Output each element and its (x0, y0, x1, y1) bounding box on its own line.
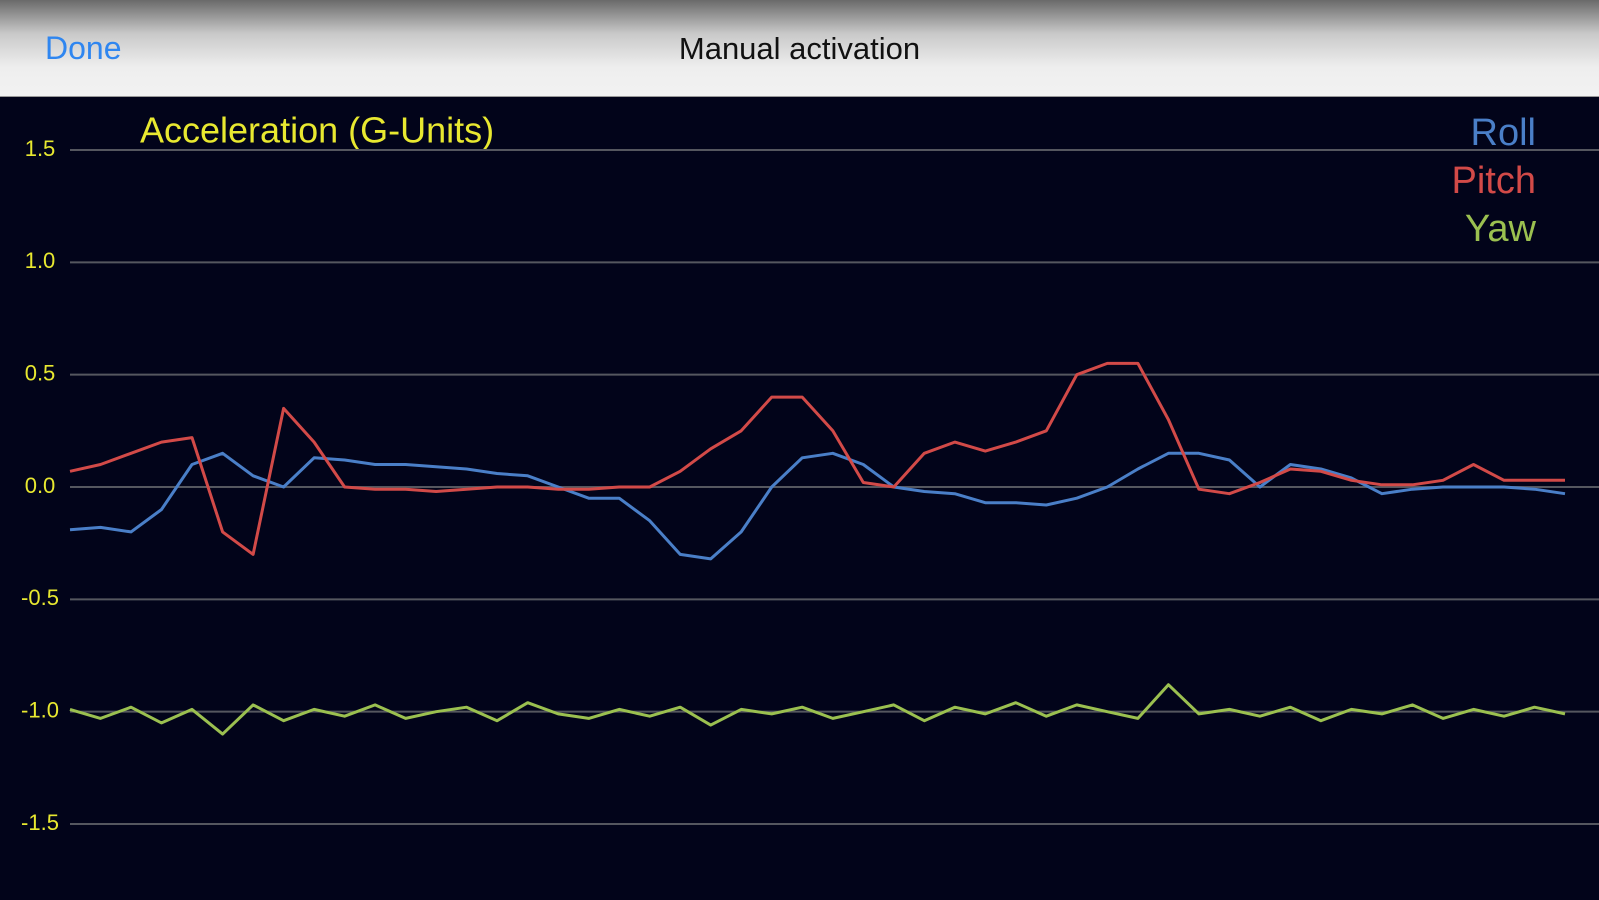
y-tick-label: -1.5 (21, 810, 59, 835)
chart: Acceleration (G-Units) -1.5 -1.0 -0.5 0.0 0.… (21, 110, 1599, 835)
legend-entry: Yaw (1465, 208, 1537, 250)
legend-entry: Pitch (1452, 160, 1536, 202)
nav-title: Manual activation (678, 31, 921, 66)
nav-bar: Done Manual activation (0, 0, 1599, 97)
y-tick-label: -1.0 (21, 697, 59, 722)
y-tick-label: -0.5 (21, 585, 59, 610)
chart-title: Acceleration (G-Units) (140, 110, 494, 151)
series-line (69, 361, 1565, 556)
series-line (69, 683, 1566, 736)
y-tick-label: 0.5 (25, 360, 56, 385)
legend-entry: Roll (1471, 112, 1536, 154)
done-button[interactable]: Done (45, 30, 122, 66)
y-tick-label: 1.0 (25, 248, 56, 273)
series-line (69, 451, 1566, 561)
y-tick-label: 0.0 (25, 473, 56, 498)
y-tick-label: 1.5 (25, 136, 56, 161)
